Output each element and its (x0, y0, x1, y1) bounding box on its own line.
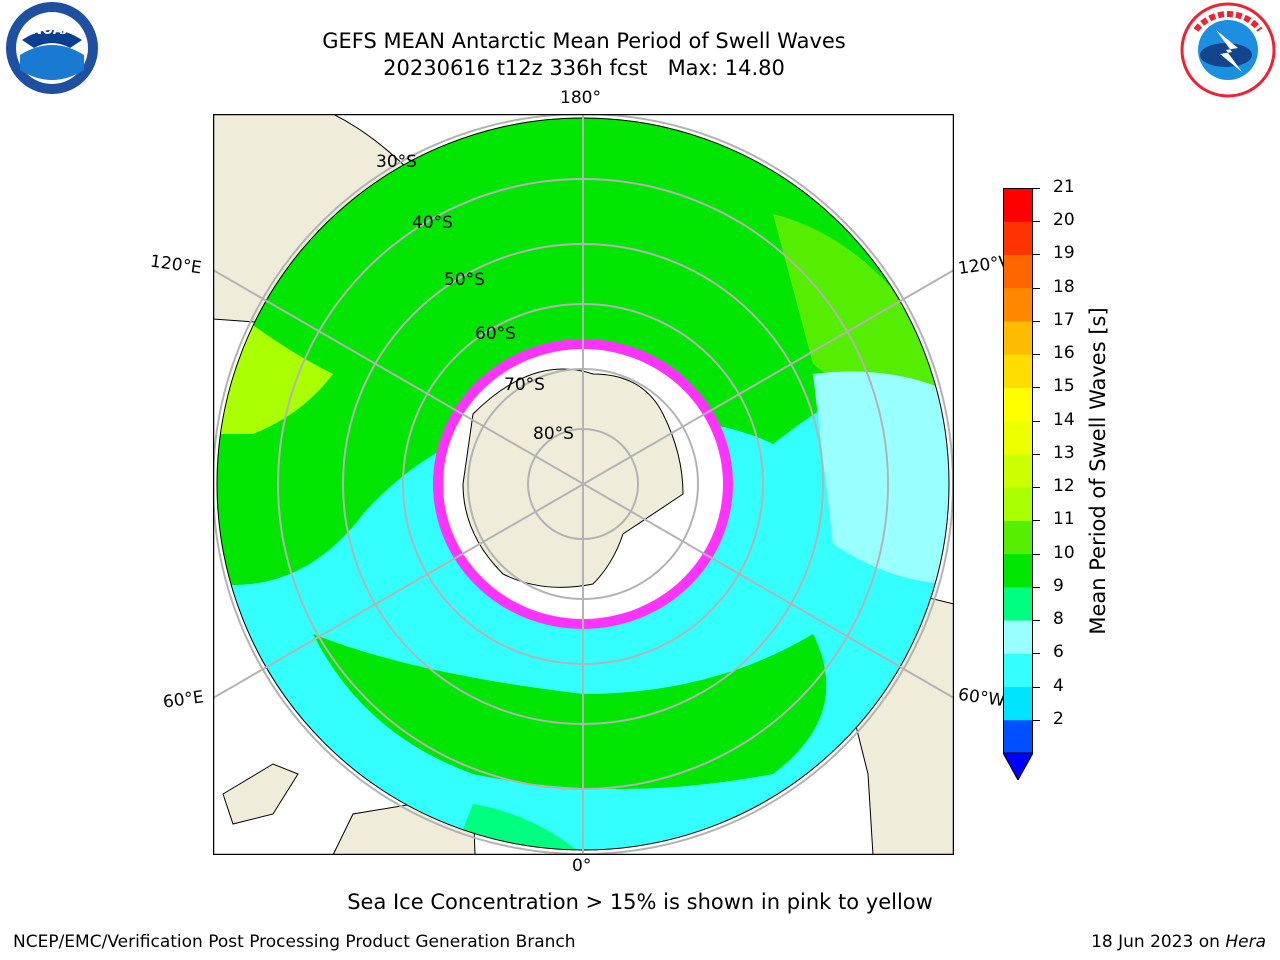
colorbar-tick (1033, 653, 1040, 655)
lat-label-60s: 60°S (475, 324, 516, 344)
colorbar-segment (1003, 254, 1033, 289)
swell-band-cyan-pale (813, 371, 949, 584)
nws-logo (1180, 2, 1276, 98)
colorbar-tick-label: 19 (1053, 243, 1075, 264)
colorbar-tick-label: 13 (1053, 442, 1075, 463)
colorbar-tick-label: 17 (1053, 309, 1075, 330)
lat-label-30s: 30°S (376, 152, 417, 172)
colorbar-tick (1033, 320, 1040, 322)
polar-map (213, 114, 954, 855)
noaa-logo: NOAA (6, 2, 98, 94)
colorbar-segment (1003, 520, 1033, 555)
colorbar-segment (1003, 320, 1033, 355)
colorbar-segment (1003, 188, 1033, 222)
colorbar-tick-label: 4 (1053, 675, 1064, 696)
colorbar-segment (1003, 719, 1033, 754)
footer-date: 18 Jun 2023 on Hera (1091, 932, 1266, 952)
lat-label-40s: 40°S (412, 213, 453, 233)
colorbar-extend-triangle (1003, 752, 1033, 780)
lat-label-70s: 70°S (504, 375, 545, 395)
colorbar-tick (1033, 221, 1040, 223)
colorbar-segment (1003, 354, 1033, 388)
swell-band-lightgreen-east (773, 214, 949, 414)
colorbar-segment (1003, 221, 1033, 255)
colorbar-tick (1033, 420, 1040, 422)
land-madagascar (222, 763, 299, 825)
lon-label-180: 180° (560, 88, 601, 108)
colorbar-tick-label: 16 (1053, 343, 1075, 364)
colorbar-tick-label: 12 (1053, 476, 1075, 497)
colorbar-segment (1003, 586, 1033, 621)
colorbar-tick (1033, 520, 1040, 522)
colorbar-tick (1033, 254, 1040, 256)
colorbar-tick (1033, 188, 1040, 189)
colorbar-tick (1033, 586, 1040, 588)
colorbar-tick-label: 6 (1053, 642, 1064, 663)
colorbar-segment (1003, 686, 1033, 721)
swell-band-green-south (313, 634, 827, 789)
colorbar-tick (1033, 354, 1040, 356)
colorbar-tick (1033, 719, 1040, 721)
footer-date-text: 18 Jun 2023 on (1091, 932, 1226, 952)
lon-label-0: 0° (572, 856, 592, 876)
colorbar-segment (1003, 420, 1033, 455)
colorbar-tick-label: 14 (1053, 409, 1075, 430)
lon-label-60w: 60°W (956, 684, 1007, 712)
colorbar-label: Mean Period of Swell Waves [s] (1086, 307, 1110, 635)
colorbar-tick (1033, 487, 1040, 489)
colorbar (1003, 188, 1033, 780)
chart-title: GEFS MEAN Antarctic Mean Period of Swell… (322, 29, 846, 53)
lon-label-60e: 60°E (161, 687, 206, 713)
colorbar-tick-label: 21 (1053, 177, 1075, 197)
colorbar-tick (1033, 287, 1040, 289)
colorbar-segment (1003, 553, 1033, 588)
colorbar-tick-label: 20 (1053, 210, 1075, 231)
colorbar-segment (1003, 387, 1033, 422)
svg-text:NOAA: NOAA (31, 23, 73, 38)
sea-ice-note: Sea Ice Concentration > 15% is shown in … (347, 890, 933, 914)
colorbar-tick-label: 15 (1053, 376, 1075, 397)
colorbar-tick-label: 8 (1053, 609, 1064, 630)
colorbar-tick-label: 11 (1053, 509, 1075, 530)
colorbar-tick (1033, 686, 1040, 688)
colorbar-segment (1003, 620, 1033, 654)
chart-subtitle: 20230616 t12z 336h fcst Max: 14.80 (383, 56, 785, 80)
lon-label-120e: 120°E (148, 251, 203, 279)
colorbar-segment (1003, 653, 1033, 688)
colorbar-tick (1033, 453, 1040, 455)
colorbar-tick (1033, 620, 1040, 622)
footer-host: Hera (1225, 932, 1266, 952)
colorbar-tick-label: 18 (1053, 276, 1075, 297)
colorbar-tick-label: 10 (1053, 542, 1075, 563)
colorbar-tick-label: 2 (1053, 708, 1064, 729)
colorbar-tick-label: 9 (1053, 575, 1064, 596)
colorbar-segment (1003, 287, 1033, 322)
colorbar-segment (1003, 453, 1033, 488)
footer-branch: NCEP/EMC/Verification Post Processing Pr… (13, 932, 576, 952)
lat-label-80s: 80°S (533, 424, 574, 444)
colorbar-tick (1033, 387, 1040, 389)
colorbar-segment (1003, 487, 1033, 521)
colorbar-tick (1033, 553, 1040, 555)
lat-label-50s: 50°S (444, 270, 485, 290)
